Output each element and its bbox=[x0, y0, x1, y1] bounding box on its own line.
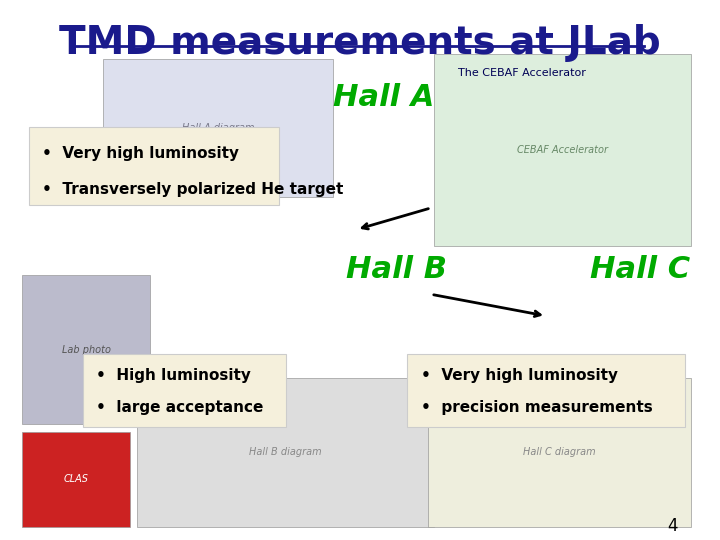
Text: CLAS: CLAS bbox=[63, 474, 89, 484]
Text: •  precision measurements: • precision measurements bbox=[421, 400, 652, 415]
FancyBboxPatch shape bbox=[83, 354, 286, 427]
Text: •  large acceptance: • large acceptance bbox=[96, 400, 264, 415]
FancyBboxPatch shape bbox=[29, 127, 279, 205]
Text: Hall C diagram: Hall C diagram bbox=[523, 447, 596, 457]
Text: Hall A: Hall A bbox=[333, 83, 434, 112]
Text: Hall B diagram: Hall B diagram bbox=[249, 447, 322, 457]
Text: 4: 4 bbox=[667, 517, 678, 535]
Text: The CEBAF Accelerator: The CEBAF Accelerator bbox=[458, 68, 586, 78]
Text: Hall C: Hall C bbox=[590, 255, 690, 285]
FancyBboxPatch shape bbox=[22, 275, 150, 424]
FancyBboxPatch shape bbox=[434, 54, 691, 246]
FancyBboxPatch shape bbox=[428, 378, 691, 526]
FancyBboxPatch shape bbox=[137, 378, 434, 526]
Text: Hall A diagram: Hall A diagram bbox=[181, 123, 254, 133]
Text: •  High luminosity: • High luminosity bbox=[96, 368, 251, 383]
Text: •  Very high luminosity: • Very high luminosity bbox=[42, 146, 239, 161]
FancyBboxPatch shape bbox=[22, 432, 130, 526]
Text: Lab photo: Lab photo bbox=[62, 345, 111, 355]
FancyBboxPatch shape bbox=[408, 354, 685, 427]
Text: •  Transversely polarized He target: • Transversely polarized He target bbox=[42, 181, 343, 197]
Text: •  Very high luminosity: • Very high luminosity bbox=[421, 368, 618, 383]
Text: TMD measurements at JLab: TMD measurements at JLab bbox=[59, 24, 661, 62]
Text: Hall B: Hall B bbox=[346, 255, 447, 285]
FancyBboxPatch shape bbox=[103, 59, 333, 197]
Text: CEBAF Accelerator: CEBAF Accelerator bbox=[518, 145, 608, 155]
